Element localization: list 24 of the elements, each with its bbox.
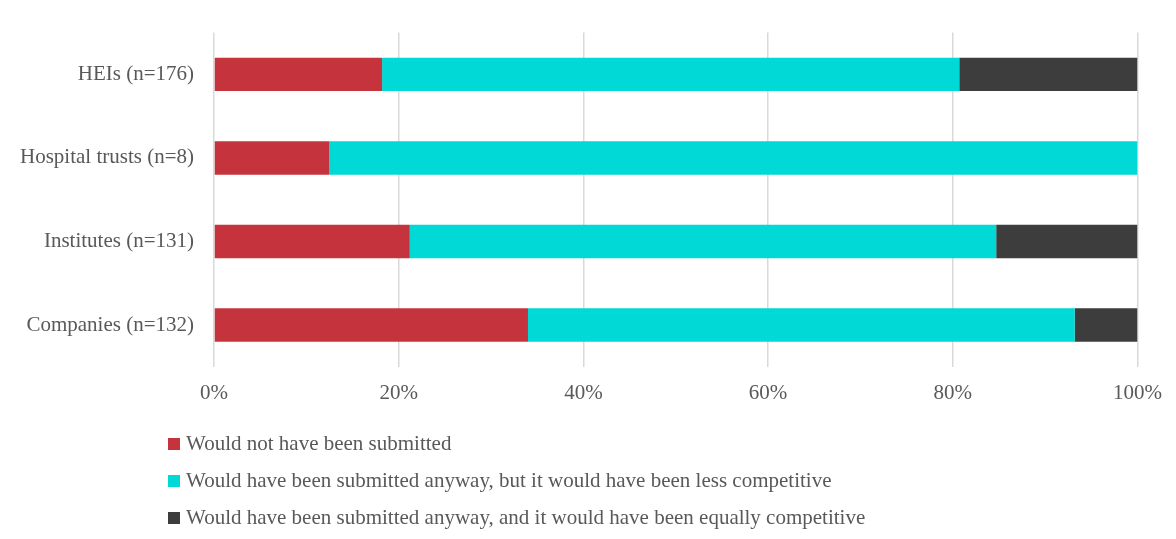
bar bbox=[996, 224, 1138, 259]
bar bbox=[329, 141, 1138, 175]
y-tick-label: Institutes (n=131) bbox=[43, 227, 194, 252]
bar bbox=[409, 224, 997, 259]
bar bbox=[1074, 308, 1138, 342]
bar bbox=[214, 141, 330, 175]
x-tick-label: 100% bbox=[1113, 379, 1162, 404]
legend-label: Would not have been submitted bbox=[186, 431, 452, 456]
y-tick-label: Hospital trusts (n=8) bbox=[20, 144, 194, 169]
legend-label: Would have been submitted anyway, and it would have been equally competitive bbox=[186, 505, 866, 530]
x-tick-label: 40% bbox=[564, 379, 603, 404]
y-tick-label: HEIs (n=176) bbox=[77, 60, 194, 85]
legend-label: Would have been submitted anyway, but it would have been less competitive bbox=[186, 468, 832, 493]
x-tick-label: 0% bbox=[200, 379, 228, 404]
bar bbox=[214, 224, 410, 259]
bar bbox=[214, 57, 383, 92]
bar bbox=[527, 308, 1075, 342]
bar bbox=[959, 57, 1138, 92]
x-tick-label: 20% bbox=[379, 379, 418, 404]
bar bbox=[382, 57, 960, 92]
x-tick-label: 60% bbox=[748, 379, 788, 404]
x-tick-label: 80% bbox=[933, 379, 973, 404]
y-tick-label: Companies (n=132) bbox=[26, 311, 194, 336]
bar bbox=[214, 308, 528, 342]
